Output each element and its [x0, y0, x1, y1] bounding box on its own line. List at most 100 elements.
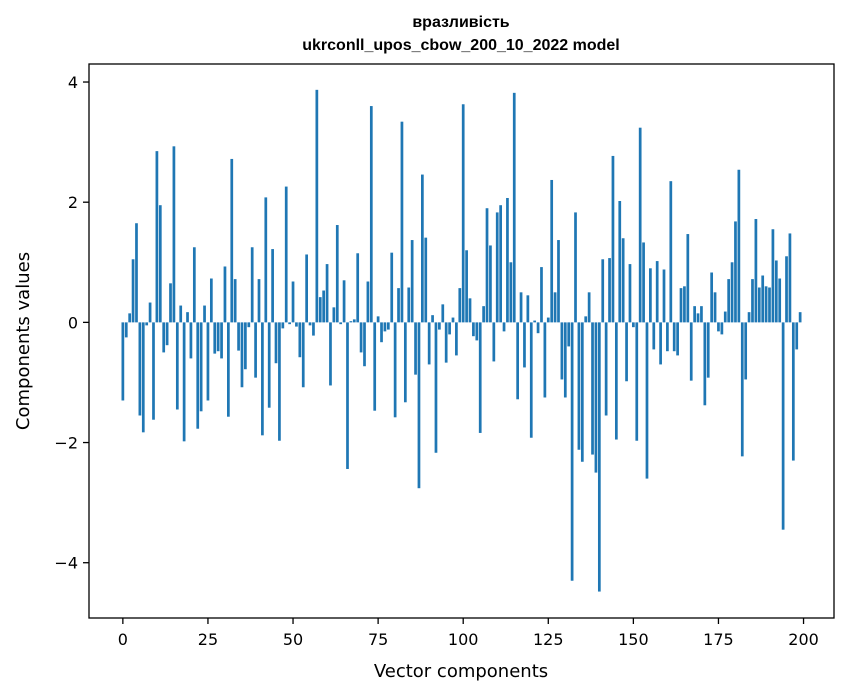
bar-110: [495, 212, 499, 323]
bar-190: [768, 287, 771, 323]
bar-41: [261, 322, 264, 436]
bar-146: [618, 201, 622, 323]
bar-118: [523, 322, 526, 368]
bar-161: [669, 181, 673, 323]
bar-11: [158, 205, 162, 323]
bar-4: [135, 223, 138, 323]
bar-117: [519, 292, 523, 323]
bar-101: [465, 250, 468, 323]
bar-60: [325, 264, 329, 323]
bar-109: [492, 322, 496, 362]
bar-72: [366, 281, 370, 323]
bar-50: [291, 281, 295, 323]
bar-74: [373, 322, 377, 411]
bar-184: [747, 312, 751, 323]
bar-47: [281, 322, 285, 329]
bar-135: [580, 322, 584, 462]
bar-18: [182, 322, 186, 442]
bar-91: [431, 315, 434, 323]
x-tick-label: 175: [703, 630, 734, 649]
bar-183: [744, 322, 748, 380]
bar-28: [216, 322, 220, 352]
bar-48: [284, 186, 288, 323]
bar-44: [271, 249, 274, 323]
bar-89: [424, 237, 428, 323]
y-tick-label: −4: [54, 554, 78, 573]
bar-31: [227, 322, 230, 417]
bar-61: [329, 322, 332, 386]
bar-191: [771, 229, 775, 323]
bar-92: [434, 322, 438, 453]
bar-177: [723, 311, 727, 323]
bar-36: [244, 322, 247, 370]
bar-127: [553, 292, 557, 323]
bar-120: [529, 322, 533, 438]
bar-20: [189, 322, 193, 359]
bar-46: [278, 322, 281, 441]
bar-140: [597, 322, 601, 592]
bar-136: [584, 316, 588, 323]
bar-27: [213, 322, 217, 354]
bar-193: [778, 278, 782, 323]
bar-69: [356, 253, 360, 323]
bar-80: [393, 322, 397, 418]
bar-126: [550, 179, 554, 323]
bar-13: [165, 322, 169, 346]
x-tick-label: 150: [618, 630, 649, 649]
bar-25: [206, 322, 210, 401]
bar-125: [546, 317, 550, 323]
bar-194: [781, 322, 785, 530]
bar-90: [427, 322, 431, 365]
bar-83: [403, 322, 407, 403]
bar-102: [468, 298, 472, 323]
bar-99: [458, 288, 462, 323]
bar-112: [502, 322, 506, 332]
bar-107: [485, 208, 489, 323]
x-tick-label: 50: [283, 630, 303, 649]
bar-195: [785, 256, 788, 323]
bar-59: [322, 290, 326, 323]
bar-39: [254, 322, 257, 378]
bar-151: [635, 322, 639, 441]
x-axis-label: Vector components: [374, 661, 548, 682]
bar-78: [386, 322, 390, 330]
bar-164: [679, 288, 683, 323]
bar-143: [608, 258, 611, 323]
bar-29: [220, 322, 223, 359]
bar-122: [536, 322, 540, 334]
bar-187: [757, 287, 761, 323]
bar-23: [199, 322, 203, 412]
bar-10: [155, 151, 159, 323]
bar-9: [152, 322, 155, 420]
bar-171: [703, 322, 707, 406]
bar-160: [666, 322, 669, 352]
bar-128: [557, 240, 560, 323]
bar-40: [257, 279, 261, 323]
bar-45: [274, 322, 278, 364]
x-tick-label: 25: [198, 630, 218, 649]
bar-1: [124, 322, 128, 338]
bar-129: [560, 322, 564, 380]
bar-43: [267, 322, 271, 408]
chart-subtitle: ukrconll_upos_cbow_200_10_2022 model: [302, 37, 619, 54]
bar-24: [203, 305, 206, 323]
bar-162: [672, 322, 676, 352]
x-tick-label: 100: [448, 630, 479, 649]
bar-149: [628, 264, 632, 323]
bar-67: [349, 321, 353, 323]
bar-26: [209, 278, 213, 323]
bar-54: [305, 254, 308, 323]
bar-68: [352, 319, 356, 323]
bar-169: [696, 313, 700, 323]
bar-52: [298, 322, 302, 358]
bar-196: [788, 233, 792, 323]
bar-188: [761, 275, 765, 323]
bar-174: [713, 292, 717, 323]
y-tick-label: 2: [68, 193, 78, 212]
bar-158: [659, 322, 662, 365]
bar-22: [196, 322, 200, 429]
bar-87: [417, 322, 421, 489]
bar-49: [288, 322, 291, 325]
bar-88: [421, 174, 424, 323]
